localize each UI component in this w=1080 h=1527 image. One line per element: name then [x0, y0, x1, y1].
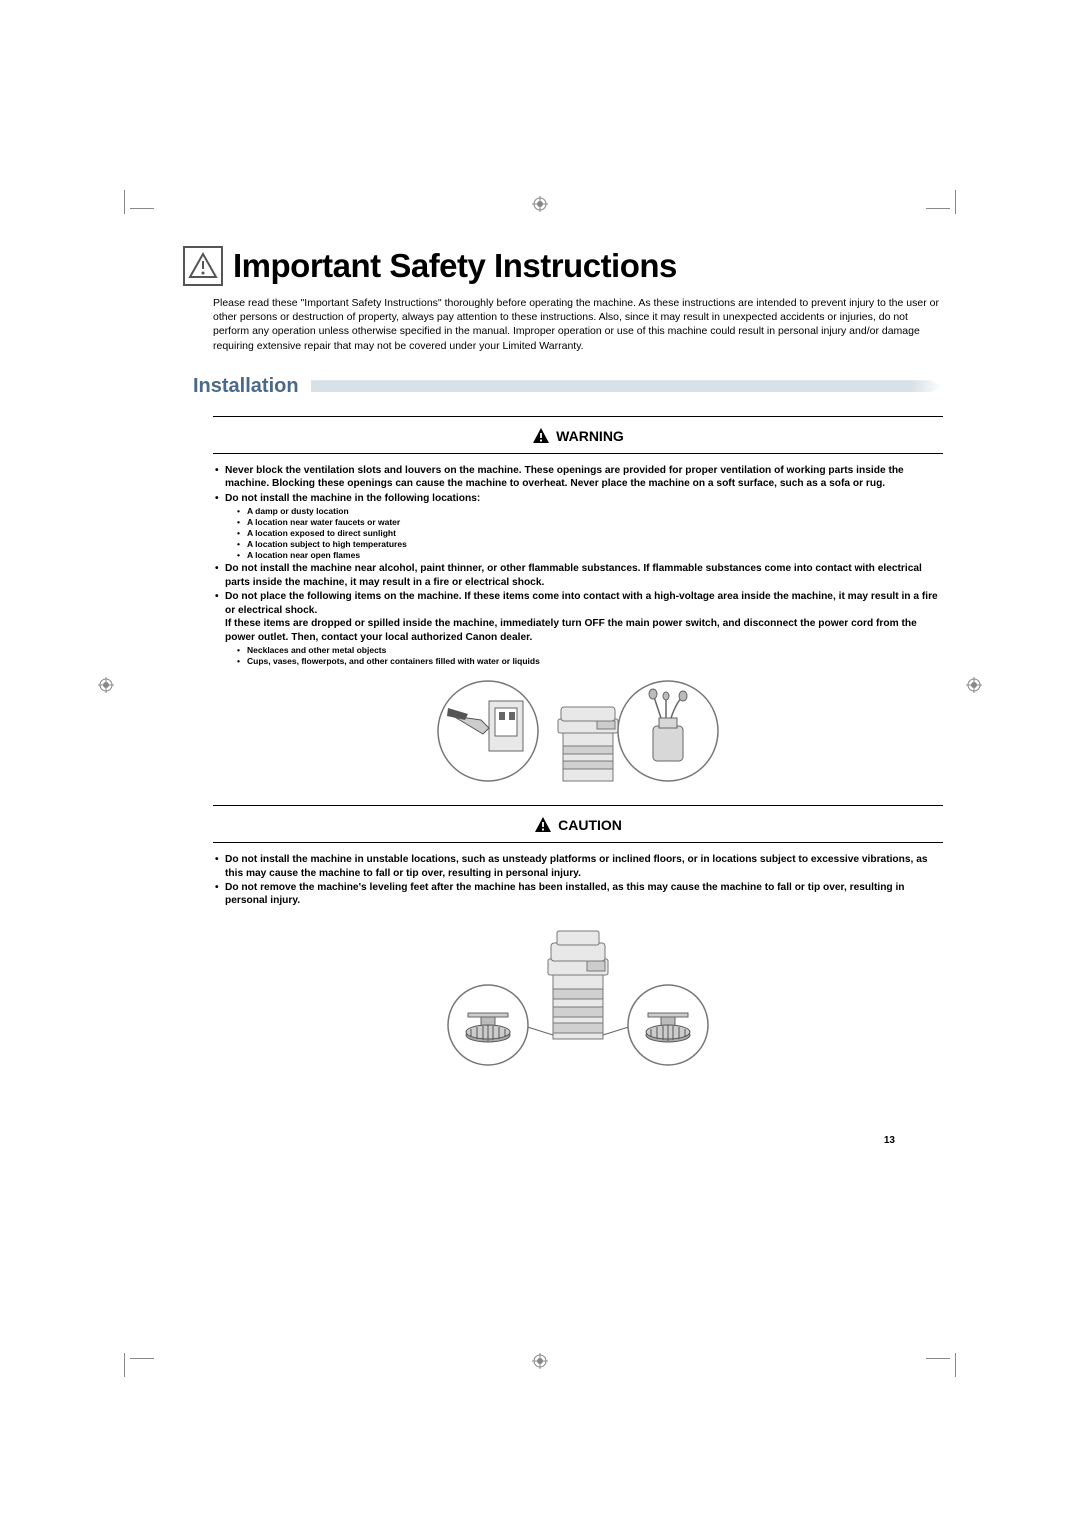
- caution-bullet: Do not install the machine in unstable l…: [213, 853, 943, 880]
- registration-mark-icon: [532, 1353, 548, 1369]
- crop-mark: [955, 190, 956, 214]
- intro-paragraph: Please read these "Important Safety Inst…: [213, 296, 943, 353]
- section-header: Installation: [193, 375, 943, 398]
- sub-bullet-list: A damp or dusty location A location near…: [225, 506, 943, 561]
- sub-bullet: A location exposed to direct sunlight: [237, 528, 943, 539]
- warning-triangle-icon: [532, 427, 550, 445]
- registration-mark-icon: [966, 677, 982, 693]
- registration-mark-icon: [98, 677, 114, 693]
- crop-mark: [926, 208, 950, 209]
- caution-illustration: [213, 909, 943, 1086]
- crop-mark: [124, 1353, 125, 1377]
- warning-heading-box: WARNING: [213, 416, 943, 454]
- crop-mark: [130, 1358, 154, 1359]
- section-arrow-decoration: [311, 380, 943, 392]
- page-title: Important Safety Instructions: [233, 247, 677, 285]
- caution-triangle-icon: [534, 816, 552, 834]
- crop-mark: [955, 1353, 956, 1377]
- sub-bullet: Cups, vases, flowerpots, and other conta…: [237, 656, 943, 667]
- page-content: Important Safety Instructions Please rea…: [183, 246, 943, 1086]
- warning-bullet-list: Never block the ventilation slots and lo…: [213, 464, 943, 667]
- caution-bullet: Do not remove the machine's leveling fee…: [213, 881, 943, 908]
- bullet-text: Do not install the machine in the follow…: [225, 493, 480, 504]
- sub-bullet: Necklaces and other metal objects: [237, 645, 943, 656]
- sub-bullet: A location near water faucets or water: [237, 517, 943, 528]
- caution-bullet-list: Do not install the machine in unstable l…: [213, 853, 943, 908]
- crop-mark: [926, 1358, 950, 1359]
- caution-label: CAUTION: [558, 817, 622, 833]
- sub-bullet: A damp or dusty location: [237, 506, 943, 517]
- warning-triangle-outline-icon: [183, 246, 223, 286]
- registration-mark-icon: [532, 196, 548, 212]
- bullet-continuation: If these items are dropped or spilled in…: [225, 617, 943, 644]
- crop-mark: [130, 208, 154, 209]
- warning-label: WARNING: [556, 428, 624, 444]
- bullet-text: Do not place the following items on the …: [225, 591, 938, 615]
- warning-bullet: Do not install the machine near alcohol,…: [213, 562, 943, 589]
- section-title: Installation: [193, 375, 299, 398]
- warning-illustration: [213, 668, 943, 805]
- title-row: Important Safety Instructions: [183, 246, 943, 286]
- warning-bullet: Do not install the machine in the follow…: [213, 492, 943, 562]
- sub-bullet: A location subject to high temperatures: [237, 539, 943, 550]
- sub-bullet-list: Necklaces and other metal objects Cups, …: [225, 645, 943, 667]
- warning-bullet: Do not place the following items on the …: [213, 590, 943, 667]
- caution-heading-box: CAUTION: [213, 805, 943, 843]
- crop-mark: [124, 190, 125, 214]
- warning-bullet: Never block the ventilation slots and lo…: [213, 464, 943, 491]
- page-number: 13: [884, 1135, 895, 1146]
- sub-bullet: A location near open flames: [237, 550, 943, 561]
